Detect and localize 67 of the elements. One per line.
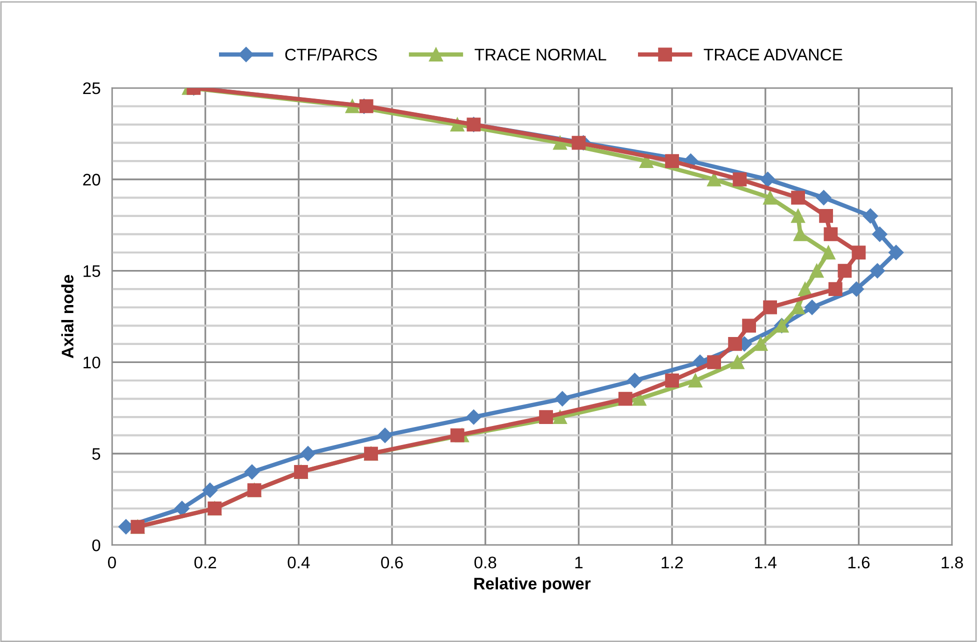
point bbox=[728, 336, 742, 351]
point bbox=[665, 154, 679, 168]
point bbox=[804, 300, 820, 315]
point bbox=[763, 300, 778, 314]
point bbox=[466, 410, 482, 425]
x-tick-label: 1 bbox=[575, 556, 583, 568]
point bbox=[688, 374, 702, 388]
point bbox=[872, 226, 888, 242]
point bbox=[838, 264, 852, 278]
point bbox=[554, 391, 570, 406]
point bbox=[174, 500, 190, 516]
point bbox=[824, 227, 838, 242]
point bbox=[754, 336, 768, 351]
legend-label: TRACE ADVANCE bbox=[704, 48, 842, 61]
x-tick-label: 0.6 bbox=[381, 556, 403, 568]
x-tick-label: 1.4 bbox=[755, 556, 776, 568]
x-tick-label: 1.8 bbox=[942, 556, 963, 568]
point bbox=[377, 428, 393, 443]
point bbox=[888, 244, 904, 260]
point bbox=[819, 209, 834, 223]
x-tick-label: 1.2 bbox=[662, 556, 683, 568]
point bbox=[359, 99, 374, 114]
point bbox=[707, 355, 721, 370]
x-tick-label: 0.4 bbox=[288, 556, 310, 568]
point bbox=[760, 172, 776, 187]
point bbox=[539, 410, 553, 424]
y-tick-label: 0 bbox=[92, 539, 100, 552]
point bbox=[730, 355, 744, 370]
legend-label: TRACE NORMAL bbox=[474, 48, 606, 61]
point bbox=[793, 227, 808, 242]
point bbox=[821, 246, 836, 260]
point bbox=[862, 208, 878, 224]
point bbox=[572, 136, 586, 150]
y-tick-label: 10 bbox=[84, 356, 100, 368]
point bbox=[202, 482, 218, 498]
point bbox=[618, 392, 632, 406]
x-tick-label: 0.8 bbox=[474, 556, 496, 568]
point bbox=[707, 172, 721, 186]
point bbox=[791, 190, 806, 205]
point bbox=[639, 154, 654, 168]
point bbox=[848, 282, 864, 297]
point bbox=[798, 282, 812, 296]
point bbox=[300, 446, 316, 462]
y-tick-label: 15 bbox=[84, 265, 100, 277]
x-tick-label: 0 bbox=[108, 556, 116, 568]
point bbox=[791, 209, 806, 223]
point bbox=[816, 190, 832, 206]
x-tick-label: 1.6 bbox=[848, 556, 870, 568]
point bbox=[742, 318, 756, 333]
legend-label: CTF/PARCS bbox=[285, 48, 377, 61]
x-tick-label: 0.2 bbox=[194, 556, 216, 568]
y-tick-label: 25 bbox=[83, 82, 100, 94]
point bbox=[828, 282, 842, 296]
point bbox=[791, 300, 806, 314]
x-axis-title: Relative power bbox=[474, 577, 591, 593]
y-axis-title: Axial node bbox=[61, 274, 74, 358]
point bbox=[763, 190, 778, 205]
y-tick-label: 5 bbox=[92, 448, 100, 460]
point bbox=[450, 428, 464, 442]
point bbox=[870, 263, 885, 278]
point bbox=[810, 264, 824, 278]
point bbox=[852, 246, 866, 260]
point bbox=[665, 374, 679, 388]
point bbox=[244, 464, 260, 480]
point bbox=[627, 372, 642, 388]
point bbox=[732, 172, 747, 186]
y-tick-label: 20 bbox=[83, 174, 100, 186]
